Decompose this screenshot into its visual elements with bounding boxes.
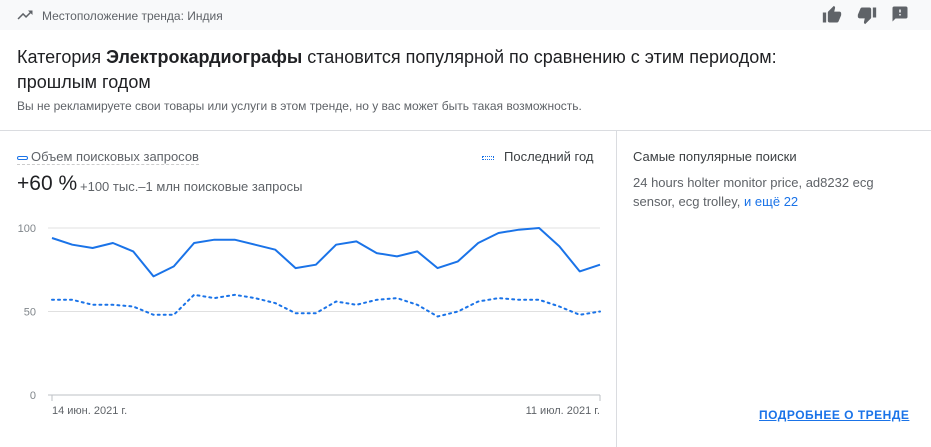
thumb-down-icon[interactable] [857,5,877,25]
trend-title: Категория Электрокардиографы становится … [17,45,847,95]
top-searches-list: 24 hours holter monitor price, ad8232 ec… [633,173,903,211]
title-prefix: Категория [17,47,107,67]
x-tick-label: 11 июл. 2021 г. [526,405,600,417]
change-percent: +60 % [17,172,78,195]
y-tick-label: 100 [18,223,36,235]
trend-location: Местоположение тренда: Индия [42,9,223,23]
series-line-current [51,227,601,278]
divider [616,131,617,447]
search-volume-range: +100 тыс.–1 млн поисковые запросы [80,179,303,194]
x-tick-label: 14 июн. 2021 г. [52,405,127,417]
trend-subtitle: Вы не рекламируете свои товары или услуг… [17,99,582,113]
thumb-up-icon[interactable] [822,5,842,25]
title-suffix: становится популярной по сравнению с эти… [17,47,777,92]
trending-up-icon [17,10,33,20]
legend-previous: Последний год [482,149,594,164]
y-tick-label: 50 [24,307,36,319]
more-searches-link[interactable]: и ещё 22 [744,194,799,209]
y-tick-label: 0 [30,390,36,402]
dotted-line-icon [482,155,494,160]
legend-previous-label: Последний год [504,149,594,164]
legend-current[interactable]: Объем поисковых запросов [17,149,199,165]
solid-line-icon [17,155,28,160]
category-name: Электрокардиографы [106,47,303,67]
trend-details-link[interactable]: ПОДРОБНЕЕ О ТРЕНДЕ [759,408,910,422]
legend-current-label: Объем поисковых запросов [31,149,199,164]
divider [0,130,931,131]
trend-chart: 0 50 100 14 июн. 2021 г. 11 июл. 2021 г. [18,223,601,417]
header-bar: Местоположение тренда: Индия [0,0,931,30]
series-line-previous [51,293,601,318]
top-searches-queries: 24 hours holter monitor price, ad8232 ec… [633,175,874,209]
top-searches-title: Самые популярные поиски [633,149,797,164]
feedback-icon[interactable] [891,5,909,23]
